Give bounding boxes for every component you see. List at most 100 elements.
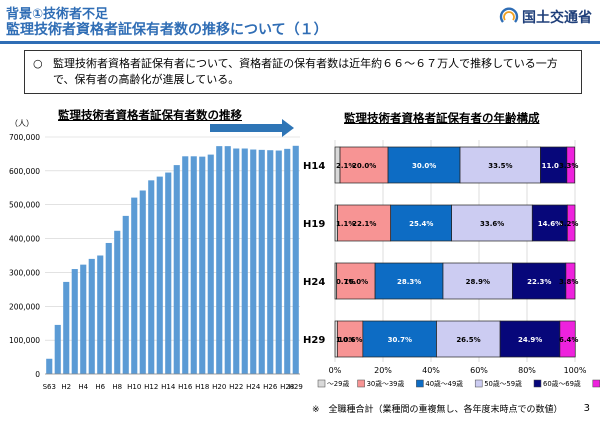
data-label: 10.6% — [338, 336, 362, 344]
x-tick-label: H6 — [95, 383, 105, 391]
bar — [105, 242, 112, 374]
data-label: 6.4% — [559, 336, 578, 344]
data-label: 14.6% — [538, 220, 562, 228]
data-label: 1.1% — [336, 220, 355, 228]
segment — [334, 204, 338, 242]
data-label: 26.5% — [456, 336, 480, 344]
data-label: 0.7% — [336, 278, 355, 286]
y-tick-label: 600,000 — [9, 167, 40, 176]
header-divider — [0, 41, 600, 44]
x-tick-label: H18 — [195, 383, 209, 391]
x-tick-label: H16 — [178, 383, 193, 391]
data-label: 30.0% — [412, 162, 436, 170]
y-tick-label: 0 — [35, 370, 40, 379]
segment — [540, 146, 568, 184]
category-label: H14 — [303, 161, 325, 172]
legend-label: 60歳～69歳 — [543, 379, 581, 388]
x-tick-label: H10 — [127, 383, 141, 391]
segment — [339, 146, 389, 184]
x-tick-label: H4 — [78, 383, 88, 391]
data-label: 11.0 — [542, 162, 559, 170]
data-label: 22.1% — [352, 220, 376, 228]
segment — [387, 146, 461, 184]
bar — [54, 324, 61, 374]
bar — [233, 148, 240, 374]
bar — [292, 145, 299, 374]
segment — [565, 262, 576, 300]
data-label: 28.9% — [466, 278, 490, 286]
legend-swatch — [416, 379, 424, 388]
x-tick-label: H2 — [61, 383, 71, 391]
footnote: ※ 全職種合計（業種間の重複無し、各年度末時点での数値） — [312, 405, 563, 415]
legend-label: 40歳～49歳 — [425, 379, 463, 388]
category-label: H29 — [303, 335, 325, 346]
x-tick-label: 20% — [374, 366, 392, 375]
section-label: 背景①技術者不足 — [6, 7, 109, 22]
data-label: 20.0% — [352, 162, 376, 170]
bar — [165, 172, 172, 374]
x-tick-label: S63 — [43, 383, 56, 391]
segment — [436, 320, 501, 358]
x-tick-label: H20 — [212, 383, 226, 391]
summary-box: ○ 監理技術者資格者証保有者について、資格者証の保有者数は近年約６６～６７万人で… — [24, 50, 582, 94]
bar — [173, 165, 180, 374]
y-tick-label: 100,000 — [9, 336, 40, 345]
y-tick-label: 300,000 — [9, 268, 40, 277]
bar — [122, 215, 129, 374]
segment — [566, 146, 576, 184]
bar — [275, 150, 282, 374]
x-tick-label: H8 — [112, 383, 122, 391]
segment — [559, 320, 576, 358]
x-tick-label: 0% — [329, 366, 342, 375]
summary-text: 監理技術者資格者証保有者について、資格者証の保有者数は近年約６６～６７万人で推移… — [53, 57, 558, 86]
bar — [284, 148, 291, 374]
ministry-name: 国土交通省 — [522, 10, 592, 26]
segment — [334, 262, 338, 300]
data-label: 24.9% — [518, 336, 542, 344]
y-tick-label: 500,000 — [9, 201, 40, 210]
bar — [114, 230, 121, 374]
segment — [334, 146, 341, 184]
bar — [88, 258, 95, 374]
x-tick-label: H12 — [144, 383, 158, 391]
x-tick-label: H28 — [280, 383, 294, 391]
mlit-logo-icon — [499, 7, 519, 23]
legend-label: 50歳～59歳 — [484, 379, 522, 388]
x-tick-label: 80% — [518, 366, 536, 375]
bar — [139, 190, 146, 374]
legend-swatch — [592, 379, 600, 388]
segment — [566, 204, 576, 242]
segment — [362, 320, 437, 358]
bar — [148, 180, 155, 374]
data-label: 2.1% — [336, 162, 355, 170]
data-label: 22.3% — [527, 278, 551, 286]
page-title: 監理技術者資格者証保有者数の推移について（１） — [6, 22, 328, 38]
data-label: 33.5% — [488, 162, 512, 170]
segment — [374, 262, 444, 300]
data-label: 16.0% — [344, 278, 368, 286]
bar — [241, 148, 248, 374]
legend-swatch — [533, 379, 542, 388]
bar — [80, 264, 87, 374]
data-label: 33.6% — [480, 220, 504, 228]
legend-swatch — [474, 379, 483, 388]
bar — [131, 197, 138, 374]
bar — [199, 156, 206, 374]
page-number: 3 — [583, 403, 590, 414]
y-tick-label: 700,000 — [9, 133, 40, 142]
segment — [442, 262, 513, 300]
x-tick-label: 40% — [422, 366, 440, 375]
category-label: H24 — [303, 277, 325, 288]
data-label: 25.4% — [409, 220, 433, 228]
bar — [267, 150, 274, 374]
data-label: 3.8% — [559, 278, 578, 286]
x-tick-label: H26 — [263, 383, 278, 391]
bar — [216, 146, 223, 374]
x-tick-label: H14 — [161, 383, 176, 391]
segment — [336, 262, 376, 300]
segment — [390, 204, 452, 242]
bullet-mark: ○ — [33, 57, 43, 70]
segment — [512, 262, 567, 300]
segment — [459, 146, 541, 184]
data-label: 30.7% — [388, 336, 412, 344]
